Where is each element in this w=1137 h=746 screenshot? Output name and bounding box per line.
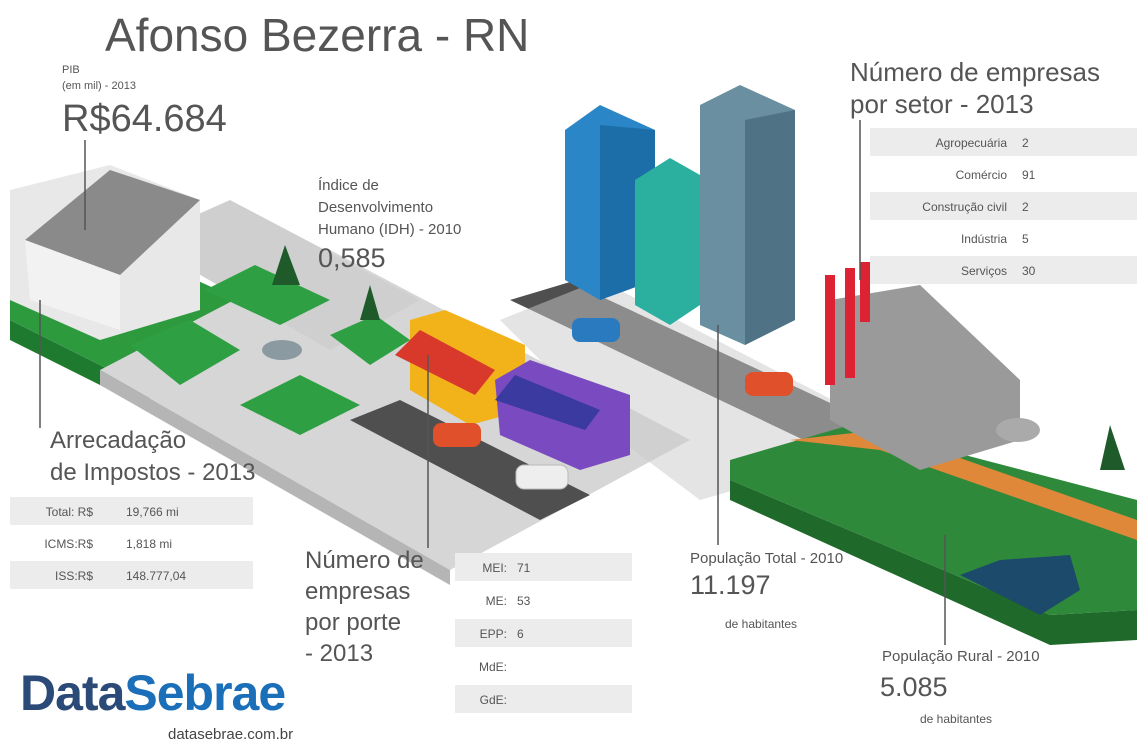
row-label: Serviços [961,264,1007,278]
table-row: GdE: [455,685,632,713]
row-value: 2 [1022,136,1029,150]
row-label: MdE: [479,660,507,674]
row-value: 148.777,04 [126,569,186,583]
pop-rural-label: População Rural - 2010 [882,648,1040,665]
row-value: 19,766 mi [126,505,179,519]
pop-rural-value: 5.085 [880,672,948,703]
row-label: Agropecuária [936,136,1007,150]
row-label: Indústria [961,232,1007,246]
table-row: Construção civil 2 [870,192,1137,220]
logo-sebrae: Sebrae [124,665,285,721]
row-value: 5 [1022,232,1029,246]
row-label: GdE: [480,693,507,707]
row-label: ICMS:R$ [44,537,93,551]
row-label: MEI: [482,561,507,575]
pib-unit: (em mil) - 2013 [62,80,136,92]
infographic: Afonso Bezerra - RN PIB (em mil) - 2013 … [0,0,1137,746]
table-row: ME: 53 [455,586,632,614]
row-label: ME: [486,594,507,608]
row-label: Total: R$ [46,505,93,519]
row-value: 6 [517,627,524,641]
row-value: 30 [1022,264,1035,278]
row-label: ISS:R$ [55,569,93,583]
table-row: EPP: 6 [455,619,632,647]
table-row: Indústria 5 [870,224,1137,252]
table-row: ICMS:R$ 1,818 mi [10,529,253,557]
pop-rural-unit: de habitantes [920,712,992,726]
pib-value: R$64.684 [62,98,227,141]
row-value: 53 [517,594,530,608]
idh-value: 0,585 [318,243,386,274]
pop-total-value: 11.197 [690,570,771,601]
row-label: Comércio [956,168,1007,182]
pib-label: PIB [62,64,80,76]
row-label: Construção civil [922,200,1007,214]
row-value: 91 [1022,168,1035,182]
table-row: MEI: 71 [455,553,632,581]
pop-total-label: População Total - 2010 [690,550,843,567]
logo: DataSebrae [20,664,285,722]
table-row: Total: R$ 19,766 mi [10,497,253,525]
row-value: 2 [1022,200,1029,214]
table-row: Comércio 91 [870,160,1137,188]
pop-total-unit: de habitantes [725,617,797,631]
table-row: MdE: [455,652,632,680]
row-value: 1,818 mi [126,537,172,551]
logo-url: datasebrae.com.br [168,726,293,743]
table-row: Serviços 30 [870,256,1137,284]
row-value: 71 [517,561,530,575]
logo-data: Data [20,665,124,721]
title: Afonso Bezerra - RN [105,8,529,62]
row-label: EPP: [480,627,507,641]
table-row: Agropecuária 2 [870,128,1137,156]
table-row: ISS:R$ 148.777,04 [10,561,253,589]
